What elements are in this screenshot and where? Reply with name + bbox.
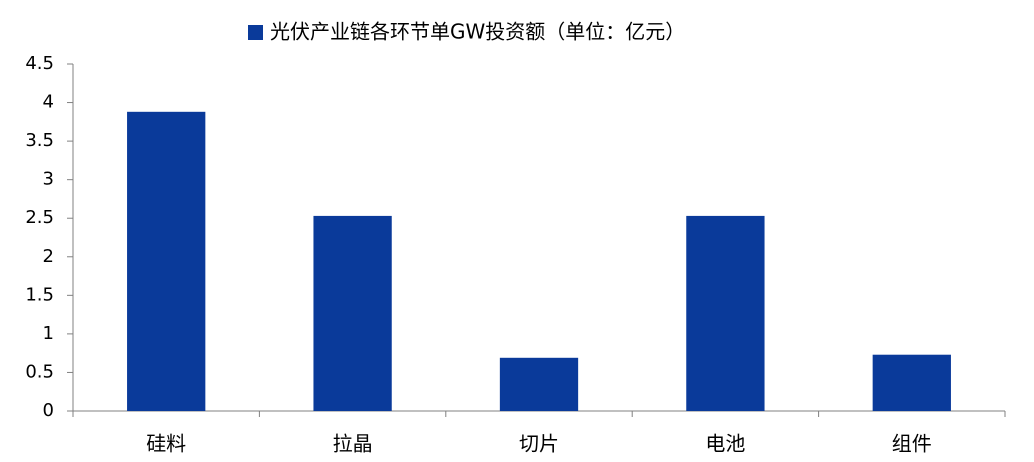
x-tick-label: 硅料 — [146, 432, 186, 456]
y-tick-label: 0 — [43, 400, 54, 421]
y-tick-label: 3.5 — [25, 130, 54, 151]
y-tick-label: 4 — [43, 92, 54, 113]
legend-swatch — [248, 25, 263, 40]
x-tick-label: 切片 — [519, 432, 559, 456]
y-tick-label: 1 — [43, 323, 54, 344]
y-tick-label: 3 — [43, 169, 54, 190]
x-tick-label: 组件 — [892, 432, 932, 456]
y-tick-label: 0.5 — [25, 361, 54, 382]
legend-label: 光伏产业链各环节单GW投资额（单位：亿元） — [270, 20, 685, 44]
bar — [127, 111, 206, 411]
bar — [686, 215, 765, 411]
y-tick-label: 4.5 — [25, 53, 54, 74]
y-tick-label: 1.5 — [25, 284, 54, 305]
bar — [872, 354, 951, 411]
bar — [313, 215, 392, 411]
y-tick-label: 2.5 — [25, 207, 54, 228]
y-tick-label: 2 — [43, 246, 54, 267]
x-tick-label: 电池 — [705, 432, 745, 456]
x-tick-label: 拉晶 — [333, 432, 373, 456]
bar — [499, 357, 579, 411]
